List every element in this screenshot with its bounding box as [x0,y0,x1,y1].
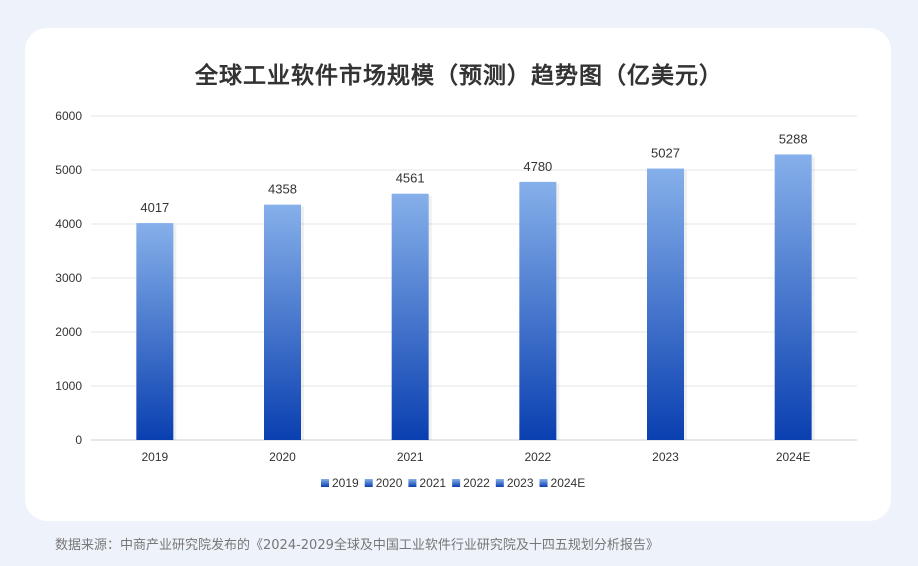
y-tick-label: 3000 [55,271,82,285]
legend-item: 2024E [551,476,586,490]
bar [391,193,429,440]
bar [264,204,301,440]
legend-swatch [364,479,373,487]
legend-swatch [452,479,461,487]
bar [136,223,174,440]
x-tick-label: 2020 [269,450,296,464]
y-tick-label: 4000 [55,217,82,231]
legend-swatch [539,479,548,487]
data-label: 4017 [140,200,169,215]
x-tick-label: 2024E [776,450,811,464]
chart-title: 全球工业软件市场规模（预测）趋势图（亿美元） [195,63,723,89]
x-tick-label: 2023 [652,450,679,464]
data-label: 4358 [268,182,297,197]
y-tick-label: 6000 [55,109,82,123]
y-tick-label: 0 [75,433,82,447]
bar [519,181,557,440]
bar [647,168,684,441]
data-label: 4780 [523,159,552,174]
data-label: 5027 [651,146,680,161]
legend-item: 2019 [332,476,359,490]
y-tick-label: 1000 [55,379,82,393]
legend-item: 2020 [376,476,403,490]
legend-swatch [321,479,329,487]
x-tick-label: 2022 [524,450,551,464]
x-tick-label: 2019 [141,450,168,464]
data-label: 5288 [779,131,808,146]
legend-item: 2021 [419,476,446,490]
legend-item: 2022 [463,476,490,490]
bar [774,154,812,440]
data-source-note: 数据来源：中商产业研究院发布的《2024-2029全球及中国工业软件行业研究院及… [55,538,659,553]
y-tick-label: 5000 [55,163,82,177]
legend-swatch [408,479,417,487]
data-label: 4561 [396,171,425,186]
legend-swatch [495,479,504,487]
x-tick-label: 2021 [397,450,424,464]
legend-item: 2023 [507,476,534,490]
y-tick-label: 2000 [55,325,82,339]
